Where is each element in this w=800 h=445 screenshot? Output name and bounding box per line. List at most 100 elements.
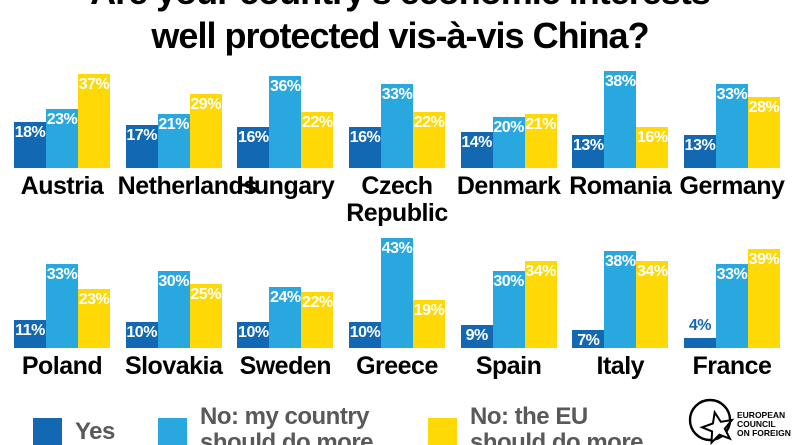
country-group-hungary: 16% 36% 22% Hungary [236,68,335,227]
bar-value-label: 25% [190,286,221,303]
bar-value-label: 23% [78,291,110,308]
bar-no-country: 30% [157,271,190,348]
bar-value-label: 33% [46,266,78,283]
bar-value-label: 22% [302,294,333,311]
bar-no-eu: 39% [747,249,780,348]
bar-yes: 10% [237,322,270,348]
bar-no-country: 33% [46,264,78,348]
bar-no-country: 43% [380,238,413,348]
bar-cluster: 10% 43% 19% [348,236,445,348]
bar-value-label: 13% [684,137,716,154]
bar-no-eu: 22% [412,112,445,168]
country-label: Austria [20,172,104,200]
legend-label-no-eu-line2: should do more [470,429,644,445]
country-label: France [692,352,772,380]
bar-no-country: 20% [492,117,525,168]
country-group-germany: 13% 33% 28% Germany [680,68,785,227]
bar-yes: 16% [348,127,381,168]
country-group-italy: 7% 38% 34% Italy [572,236,669,380]
bar-no-eu: 25% [189,284,222,348]
bar-no-country: 21% [157,114,190,168]
country-label: Hungary [236,172,335,200]
bar-value-label: 18% [14,124,46,141]
bar-value-label: 30% [493,273,524,290]
bar-value-label: 33% [716,86,748,103]
bar-value-label: 17% [126,127,157,144]
bar-value-label: 13% [573,137,604,154]
bar-value-label: 21% [525,116,556,133]
bar-no-country: 38% [604,71,637,168]
country-group-denmark: 14% 20% 21% Denmark [457,68,561,227]
country-group-greece: 10% 43% 19% Greece [348,236,445,380]
bar-value-label: 9% [465,327,489,344]
country-label: Slovakia [124,352,223,380]
bar-no-eu: 28% [747,97,780,168]
bar-value-label: 30% [158,273,189,290]
bar-value-label: 38% [605,253,636,270]
bar-cluster: 10% 24% 22% [237,236,334,348]
bar-yes: 13% [683,135,716,168]
bar-value-label: 22% [413,114,445,131]
country-group-netherlands: 17% 21% 29% Netherlands [118,68,257,227]
bar-value-label: 11% [15,322,45,339]
bar-value-label: 23% [46,111,78,128]
bar-value-label: 29% [190,96,221,113]
legend-swatch-no-eu [428,418,457,445]
legend-item-yes: Yes [33,404,115,445]
chart-row-bottom: 11% 33% 23% Poland 10% 30% 25% Slovakia 10% 24% 22… [0,236,800,380]
bar-no-eu: 23% [78,289,110,348]
bar-yes: 17% [125,125,158,168]
bar-value-label: 7% [577,332,600,349]
bar-value-label: 43% [381,240,413,257]
bar-value-label: 24% [270,289,301,306]
bar-value-label: 28% [748,99,780,116]
legend-swatch-no-country [158,418,187,445]
bar-no-eu: 22% [301,292,334,348]
country-label: Italy [596,352,645,380]
bar-value-label: 10% [238,324,269,341]
bar-cluster: 18% 23% 37% [14,68,110,168]
country-group-spain: 9% 30% 34% Spain [460,236,557,380]
bar-yes: 7% [572,330,605,349]
bar-value-label: 14% [461,134,492,151]
bar-no-country: 24% [269,287,302,348]
bar-yes: 9% [460,325,493,348]
country-group-austria: 18% 23% 37% Austria [14,68,110,227]
country-group-sweden: 10% 24% 22% Sweden [237,236,334,380]
bar-value-label: 10% [126,324,157,341]
country-label: Czech Republic [346,172,448,227]
bar-yes: 10% [348,322,381,348]
country-label: Spain [475,352,542,380]
country-label: Poland [21,352,103,380]
legend-label-no-country-line1: No: my country [200,403,370,430]
bar-yes: 11% [14,320,46,348]
bar-yes: 4% [683,317,716,348]
bar-value-label: 16% [349,129,381,146]
ecfr-logo-text-line2: COUNCIL [737,419,776,429]
bar-no-eu: 21% [524,114,557,168]
bar-no-eu: 29% [189,94,222,168]
legend-label-no-eu-line1: No: the EU [470,403,588,430]
bar-cluster: 7% 38% 34% [572,236,669,349]
country-group-slovakia: 10% 30% 25% Slovakia [124,236,223,380]
bar-value-label: 38% [605,73,636,90]
country-label: Greece [356,352,438,380]
bar-no-country: 38% [604,251,637,348]
chart-title-line2: well protected vis-à-vis China? [151,15,649,56]
bar-value-label: 20% [493,119,524,136]
bar-cluster: 11% 33% 23% [14,236,110,348]
bar-value-label: 33% [716,266,748,283]
legend: Yes No: my country should do more No: th… [0,398,800,445]
bar-cluster: 14% 20% 21% [460,68,557,168]
bar-no-eu: 34% [524,261,557,348]
bar-cluster: 17% 21% 29% [125,68,222,168]
bar-no-eu: 19% [412,300,445,348]
bar-value-label: 4% [688,317,712,334]
country-label: Romania [569,172,672,200]
bar-cluster: 16% 33% 22% [348,68,445,168]
bar-cluster: 4% 33% 39% [683,236,780,348]
legend-swatch-yes [33,418,62,445]
bar-no-country: 33% [380,84,413,168]
bar-no-country: 30% [492,271,525,348]
